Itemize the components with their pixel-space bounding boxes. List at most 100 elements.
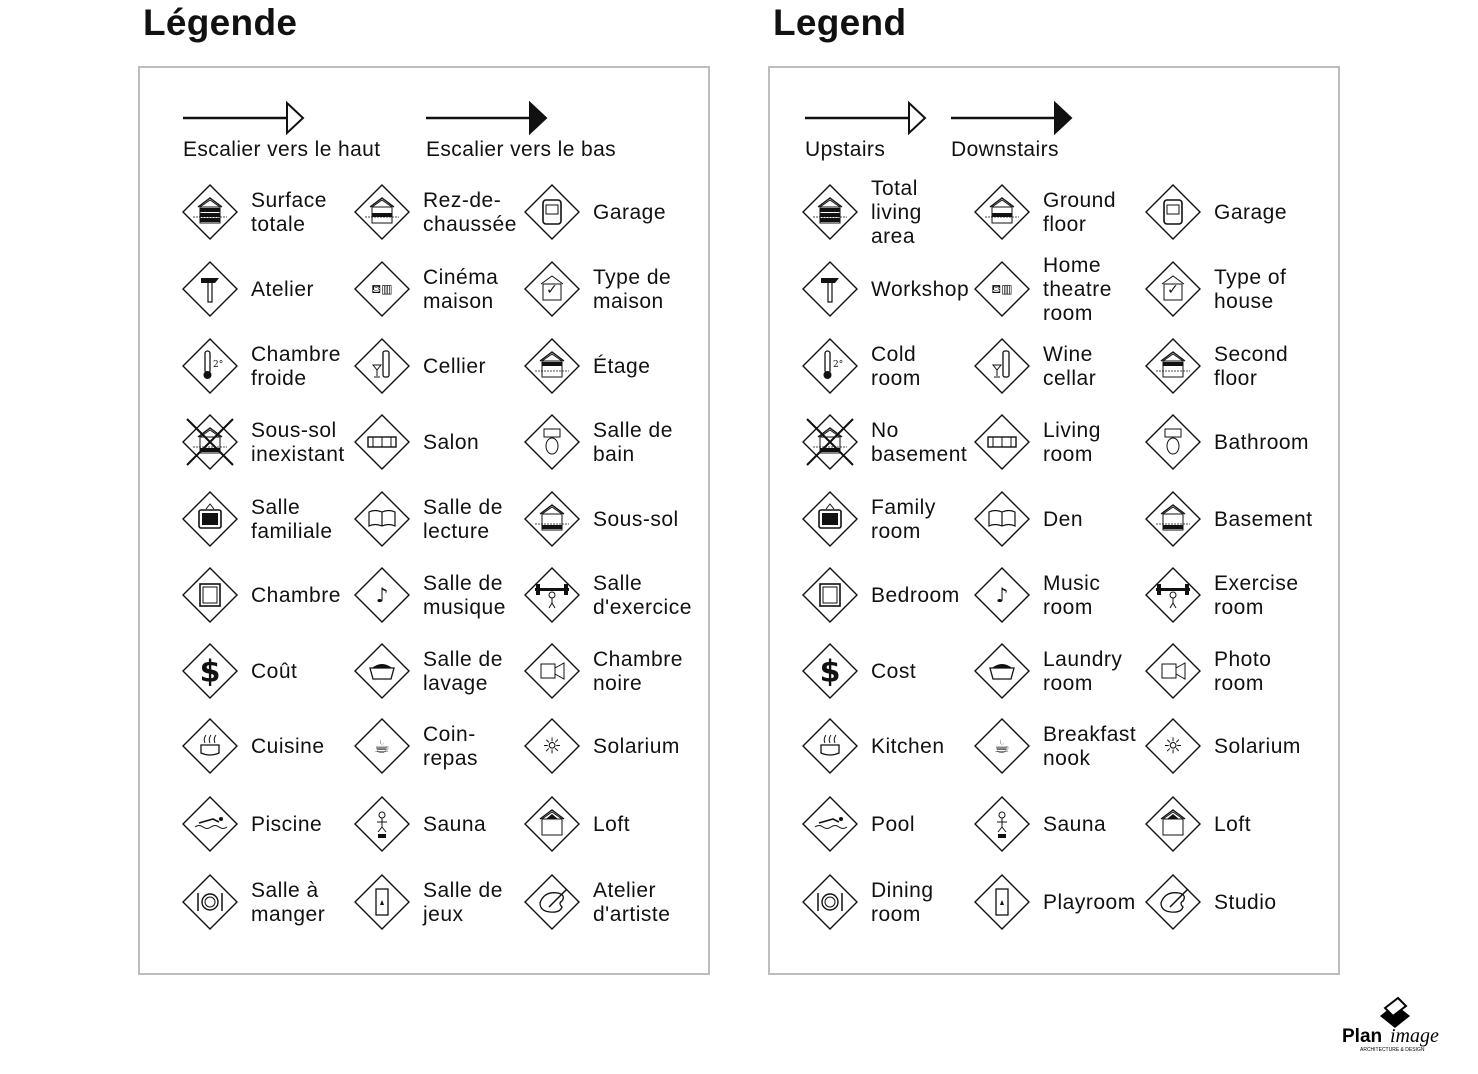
- legend-item: Salle familiale: [181, 490, 351, 550]
- english-legend-panel: [768, 66, 1340, 975]
- legend-item: ♪ Salle de musique: [353, 566, 523, 626]
- legend-item-label: Sous-sol inexistant: [251, 419, 345, 466]
- legend-item-label: Salle de lecture: [423, 496, 503, 543]
- legend-item: ⛾▥ Cinéma maison: [353, 260, 523, 320]
- legend-item-label: Family room: [871, 496, 936, 543]
- legend-item-label: Chambre froide: [251, 343, 341, 390]
- svg-text:Plan: Plan: [1342, 1026, 1382, 1047]
- legend-item: Surface totale: [181, 183, 351, 243]
- legend-item-label: Loft: [593, 813, 631, 836]
- legend-item-label: Total living area: [871, 177, 922, 248]
- legend-item: Bathroom: [1144, 413, 1314, 473]
- weightlifter-icon: [1145, 567, 1201, 623]
- english-downstairs-arrow-icon: [951, 100, 1073, 136]
- legend-item-label: Atelier: [251, 278, 315, 301]
- english-downstairs-label: Downstairs: [951, 138, 1059, 161]
- basement-icon: [524, 491, 580, 547]
- svg-text:$: $: [200, 655, 221, 690]
- svg-text:♪: ♪: [376, 583, 389, 607]
- legend-item-label: No basement: [871, 419, 968, 466]
- dollar-icon: $: [182, 643, 238, 699]
- weightlifter-icon: [524, 567, 580, 623]
- french-downstairs-arrow-icon: [426, 100, 548, 136]
- legend-item-label: Salle de bain: [593, 419, 673, 466]
- legend-item: Bedroom: [801, 566, 971, 626]
- english-upstairs-arrow-icon: [805, 100, 927, 136]
- svg-text:☕: ☕: [994, 736, 1010, 757]
- legend-item-label: Salle de lavage: [423, 648, 503, 695]
- legend-item: ☕ Breakfast nook: [973, 717, 1143, 777]
- thermometer-icon: 2°: [182, 338, 238, 394]
- legend-item-label: Garage: [1214, 201, 1288, 224]
- legend-item-label: Music room: [1043, 572, 1101, 619]
- coffee-cup-icon: ☕: [354, 718, 410, 774]
- hammer-icon: [802, 261, 858, 317]
- legend-item-label: Rez-de- chaussée: [423, 189, 517, 236]
- legend-item: Salle de jeux: [353, 873, 523, 933]
- svg-text:☼: ☼: [1163, 735, 1183, 760]
- home-theatre-icon: ⛾▥: [974, 261, 1030, 317]
- legend-item: Salle de lavage: [353, 642, 523, 702]
- legend-item: ✓ Type of house: [1144, 260, 1314, 320]
- legend-item: Den: [973, 490, 1143, 550]
- legend-item-label: Type de maison: [593, 266, 672, 313]
- svg-text:$: $: [820, 655, 841, 690]
- legend-item: Sous-sol inexistant: [181, 413, 351, 473]
- legend-item: Exercise room: [1144, 566, 1314, 626]
- legend-item: Wine cellar: [973, 337, 1143, 397]
- ground-floor-icon: [354, 184, 410, 240]
- legend-item: ☕ Coin- repas: [353, 717, 523, 777]
- french-legend-panel: [138, 66, 710, 975]
- laundry-basket-icon: [974, 643, 1030, 699]
- legend-item: Rez-de- chaussée: [353, 183, 523, 243]
- hammer-icon: [182, 261, 238, 317]
- legend-item: Salle d'exercice: [523, 566, 693, 626]
- legend-item: Workshop: [801, 260, 971, 320]
- legend-item: Family room: [801, 490, 971, 550]
- palette-icon: [1145, 874, 1201, 930]
- playing-card-icon: [974, 874, 1030, 930]
- garage-icon: [1145, 184, 1201, 240]
- french-downstairs-label: Escalier vers le bas: [426, 138, 617, 161]
- english-upstairs-label: Upstairs: [805, 138, 886, 161]
- loft-icon: [1145, 796, 1201, 852]
- svg-text:♪: ♪: [996, 583, 1009, 607]
- legend-item-label: Exercise room: [1214, 572, 1299, 619]
- legend-item-label: Solarium: [593, 735, 680, 758]
- sofa-icon: [354, 414, 410, 470]
- legend-item: 2° Chambre froide: [181, 337, 351, 397]
- french-upstairs-arrow-icon: [183, 100, 305, 136]
- dollar-icon: $: [802, 643, 858, 699]
- svg-text:☼: ☼: [542, 735, 562, 760]
- legend-item: ☼ Solarium: [1144, 717, 1314, 777]
- svg-text:image: image: [1390, 1025, 1439, 1047]
- legend-item: Studio: [1144, 873, 1314, 933]
- legend-item: ⛾▥ Home theatre room: [973, 254, 1143, 325]
- svg-text:ARCHITECTURE & DESIGN: ARCHITECTURE & DESIGN: [1360, 1047, 1425, 1053]
- legend-item-label: Basement: [1214, 508, 1313, 531]
- second-floor-icon: [1145, 338, 1201, 394]
- french-legend-title: Légende: [143, 2, 298, 43]
- legend-item: Pool: [801, 795, 971, 855]
- swimmer-icon: [182, 796, 238, 852]
- legend-item-label: Atelier d'artiste: [593, 879, 671, 926]
- legend-item-label: Dining room: [871, 879, 934, 926]
- legend-item-label: Surface totale: [251, 189, 327, 236]
- legend-item-label: Wine cellar: [1043, 343, 1097, 390]
- legend-item-label: Salle familiale: [251, 496, 333, 543]
- legend-item: Ground floor: [973, 183, 1143, 243]
- legend-item: $ Coût: [181, 642, 351, 702]
- sauna-icon: [354, 796, 410, 852]
- legend-item-label: Studio: [1214, 891, 1277, 914]
- legend-item-label: Kitchen: [871, 735, 945, 758]
- legend-item-label: Étage: [593, 355, 651, 378]
- book-icon: [974, 491, 1030, 547]
- legend-item: Loft: [523, 795, 693, 855]
- legend-item-label: Garage: [593, 201, 667, 224]
- camera-icon: [524, 643, 580, 699]
- legend-item: $ Cost: [801, 642, 971, 702]
- legend-item: ♪ Music room: [973, 566, 1143, 626]
- bedroom-icon: [182, 567, 238, 623]
- legend-item-label: Salle de jeux: [423, 879, 503, 926]
- legend-item: Kitchen: [801, 717, 971, 777]
